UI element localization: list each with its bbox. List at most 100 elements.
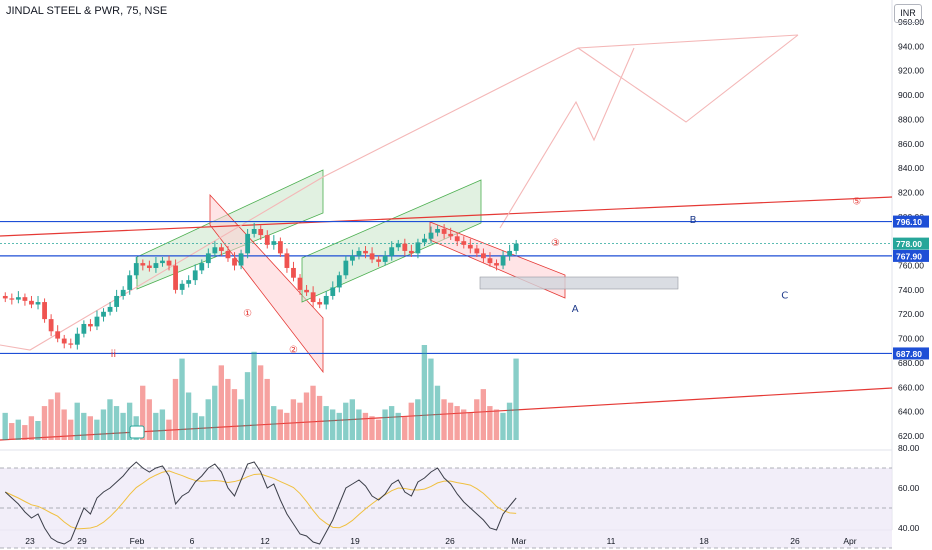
candle-body (179, 283, 185, 290)
currency-button[interactable]: INR (894, 4, 922, 23)
candle-body (238, 253, 244, 266)
candle-body (271, 241, 277, 245)
candle-body (461, 241, 467, 245)
volume-bar (74, 402, 80, 440)
candle-body (408, 250, 414, 254)
candle-body (120, 289, 126, 296)
candle (127, 270, 133, 295)
upper-trend-line (0, 196, 893, 237)
volume-bar (316, 395, 323, 440)
candle-body (140, 263, 146, 266)
volume-bar (179, 358, 185, 440)
candle (42, 298, 47, 323)
volume-bar (212, 385, 218, 440)
wave-label: ② (289, 345, 298, 356)
wave-projection-iv (577, 34, 799, 123)
candle (258, 225, 264, 240)
price-tick-label: 920.00 (898, 66, 924, 76)
candle (264, 230, 270, 249)
candle (441, 224, 447, 239)
candle (435, 225, 440, 237)
volume-bar (375, 419, 382, 440)
candle (153, 257, 159, 273)
volume-bar (192, 412, 198, 440)
candle-body (264, 235, 270, 245)
candle-body (428, 232, 434, 239)
candle-body (343, 260, 349, 276)
candle (271, 235, 277, 250)
rsi-tick-label: 80.00 (898, 443, 920, 453)
candle (22, 293, 28, 306)
trend-channel (209, 193, 324, 374)
candle-body (323, 295, 329, 305)
candle-body (310, 292, 316, 303)
candle (219, 243, 224, 256)
volume-bar (421, 345, 428, 440)
price-tick-label: 840.00 (898, 163, 924, 173)
rsi-axis: 80.00 60.00 40.00 (898, 443, 920, 533)
candle (494, 259, 499, 271)
volume-bar (447, 402, 454, 440)
volume-bar (140, 385, 146, 440)
time-tick-label: 6 (190, 536, 195, 546)
price-tick-label: 740.00 (898, 285, 924, 295)
candle (448, 227, 454, 240)
volume-bars (2, 345, 519, 440)
candle-body (284, 253, 290, 268)
price-level-tag (893, 215, 929, 228)
candle (310, 286, 316, 307)
volume-bar (388, 406, 395, 440)
candle-body (422, 238, 427, 243)
time-tick-label: 19 (350, 536, 360, 546)
volume-bar (356, 409, 362, 440)
volume-bar (428, 358, 434, 440)
candle (48, 314, 54, 337)
candle-body (363, 250, 368, 254)
candle (336, 271, 342, 293)
time-tick-label: 11 (607, 536, 616, 546)
candle-body (336, 275, 342, 288)
candle (2, 292, 8, 303)
volume-bar (474, 399, 480, 440)
candle-body (304, 289, 309, 293)
candle (9, 293, 15, 305)
volume-bar (454, 406, 460, 440)
candle (277, 237, 283, 258)
volume-bar (113, 406, 120, 440)
candle-body (9, 298, 15, 300)
wave-projection-path (0, 34, 799, 351)
candle (291, 261, 296, 282)
candle-body (107, 306, 113, 312)
volume-bar (238, 399, 244, 440)
candle (350, 249, 355, 266)
price-tick-label: 640.00 (898, 407, 924, 417)
time-tick-label: 18 (699, 536, 709, 546)
price-tick-label: 700.00 (898, 334, 924, 344)
volume-bar (257, 365, 264, 440)
volume-bar (22, 425, 28, 440)
candle-body (415, 242, 421, 254)
candle-body (94, 316, 100, 327)
candle-body (251, 229, 257, 234)
candle (461, 236, 467, 249)
volume-bar (54, 392, 61, 440)
volume-bar (284, 412, 290, 440)
candle (395, 239, 401, 251)
candle (297, 274, 303, 295)
price-tick-label: 660.00 (898, 382, 924, 392)
candle (467, 238, 473, 254)
candle-body (448, 233, 454, 237)
time-axis: 23 29 Feb 6 12 19 26 Mar 11 18 26 Apr (25, 536, 857, 546)
candle (15, 291, 21, 304)
candle (369, 247, 375, 264)
candle-body (277, 241, 283, 254)
candle (55, 325, 61, 343)
volume-bar (218, 365, 224, 440)
candle (422, 233, 427, 247)
candle-body (192, 270, 198, 281)
volume-bar (434, 385, 441, 440)
candle-body (402, 243, 408, 251)
time-tick-label: 26 (445, 536, 455, 546)
